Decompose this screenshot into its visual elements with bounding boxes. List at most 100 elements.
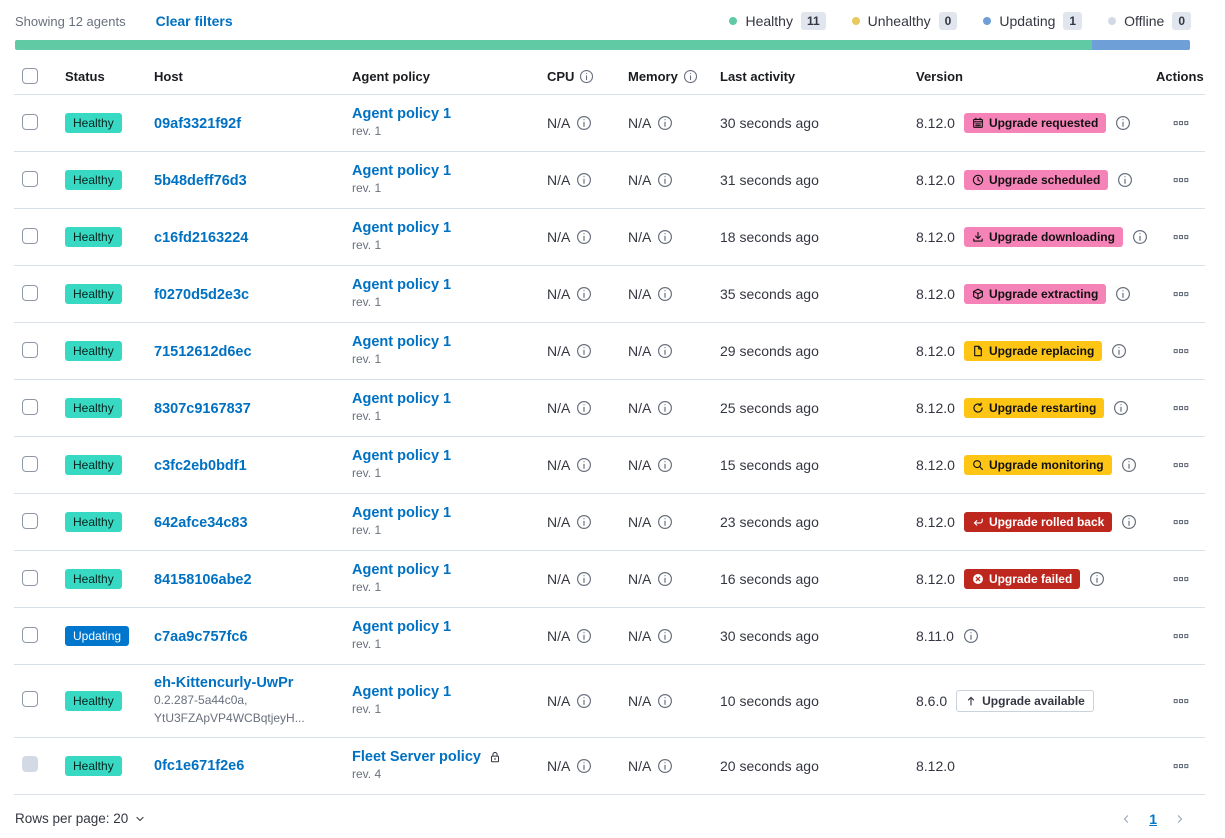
row-actions-button[interactable]	[1171, 284, 1191, 304]
host-link[interactable]: c16fd2163224	[154, 229, 249, 246]
info-icon[interactable]	[1132, 229, 1148, 245]
row-actions-button[interactable]	[1171, 455, 1191, 475]
column-header-status[interactable]: Status	[65, 68, 105, 84]
row-actions-button[interactable]	[1171, 569, 1191, 589]
agent-policy-link[interactable]: Agent policy 1	[352, 105, 452, 122]
row-checkbox[interactable]	[22, 626, 38, 643]
host-link[interactable]: eh-Kittencurly-UwPr	[154, 675, 294, 691]
info-icon[interactable]	[657, 229, 673, 245]
info-icon[interactable]	[1113, 400, 1129, 416]
info-icon[interactable]	[576, 115, 592, 131]
info-icon[interactable]	[576, 514, 592, 530]
info-icon[interactable]	[1115, 286, 1131, 302]
info-icon[interactable]	[657, 400, 673, 416]
row-actions-button[interactable]	[1171, 170, 1191, 190]
info-icon[interactable]	[657, 514, 673, 530]
info-icon[interactable]	[657, 343, 673, 359]
column-header-cpu[interactable]: CPU	[539, 59, 620, 94]
info-icon[interactable]	[576, 628, 592, 644]
row-checkbox[interactable]	[22, 227, 38, 244]
column-header-host[interactable]: Host	[154, 68, 183, 84]
row-actions-button[interactable]	[1171, 113, 1191, 133]
next-page-button[interactable]	[1171, 810, 1189, 828]
info-icon[interactable]	[1121, 514, 1137, 530]
host-link[interactable]: 84158106abe2	[154, 571, 252, 588]
row-checkbox[interactable]	[22, 398, 38, 415]
info-icon[interactable]	[657, 628, 673, 644]
host-link[interactable]: 642afce34c83	[154, 514, 248, 531]
column-header-version[interactable]: Version	[916, 68, 963, 84]
host-link[interactable]: 71512612d6ec	[154, 343, 252, 360]
info-icon[interactable]	[657, 286, 673, 302]
row-checkbox[interactable]	[22, 341, 38, 358]
row-actions-button[interactable]	[1171, 626, 1191, 646]
agent-policy-link[interactable]: Agent policy 1	[352, 561, 452, 578]
host-link[interactable]: 5b48deff76d3	[154, 172, 247, 189]
info-icon[interactable]	[1089, 571, 1105, 587]
rows-per-page-button[interactable]: Rows per page: 20	[15, 811, 147, 826]
row-actions-button[interactable]	[1171, 756, 1191, 776]
info-icon[interactable]	[576, 229, 592, 245]
agent-policy-link[interactable]: Agent policy 1	[352, 504, 452, 521]
agent-policy-link[interactable]: Fleet Server policy	[352, 748, 481, 765]
info-icon[interactable]	[657, 758, 673, 774]
row-actions-button[interactable]	[1171, 398, 1191, 418]
host-link[interactable]: 8307c9167837	[154, 400, 251, 417]
agent-policy-link[interactable]: Agent policy 1	[352, 390, 452, 407]
info-icon[interactable]	[576, 343, 592, 359]
host-link[interactable]: 09af3321f92f	[154, 115, 242, 132]
agent-policy-link[interactable]: Agent policy 1	[352, 333, 452, 350]
row-checkbox[interactable]	[22, 569, 38, 586]
info-icon[interactable]	[1115, 115, 1131, 131]
row-checkbox[interactable]	[22, 170, 38, 187]
info-icon[interactable]	[576, 758, 592, 774]
host-link[interactable]: c3fc2eb0bdf1	[154, 457, 247, 474]
info-icon[interactable]	[657, 172, 673, 188]
info-icon[interactable]	[576, 400, 592, 416]
row-checkbox[interactable]	[22, 455, 38, 472]
agent-policy-link[interactable]: Agent policy 1	[352, 219, 452, 236]
info-icon[interactable]	[657, 693, 673, 709]
row-checkbox[interactable]	[22, 512, 38, 529]
memory-value: N/A	[628, 400, 652, 416]
agent-policy-link[interactable]: Agent policy 1	[352, 162, 452, 179]
agent-policy-link[interactable]: Agent policy 1	[352, 683, 452, 700]
row-checkbox[interactable]	[22, 113, 38, 130]
memory-info-icon[interactable]	[683, 69, 698, 84]
policy-revision: rev. 4	[352, 766, 382, 781]
page-1-button[interactable]: 1	[1149, 810, 1157, 827]
info-icon[interactable]	[576, 172, 592, 188]
column-header-agent-policy[interactable]: Agent policy	[352, 68, 431, 84]
info-icon[interactable]	[576, 286, 592, 302]
row-actions-button[interactable]	[1171, 341, 1191, 361]
agent-health-bar	[15, 40, 1190, 50]
info-icon[interactable]	[1111, 343, 1127, 359]
row-actions-button[interactable]	[1171, 691, 1191, 711]
host-link[interactable]: c7aa9c757fc6	[154, 628, 248, 645]
host-link[interactable]: 0fc1e671f2e6	[154, 758, 245, 775]
info-icon[interactable]	[657, 571, 673, 587]
row-actions-button[interactable]	[1171, 227, 1191, 247]
agent-policy-link[interactable]: Agent policy 1	[352, 276, 452, 293]
info-icon[interactable]	[576, 571, 592, 587]
row-checkbox[interactable]	[22, 691, 38, 708]
previous-page-button[interactable]	[1117, 810, 1135, 828]
info-icon[interactable]	[576, 457, 592, 473]
info-icon[interactable]	[657, 115, 673, 131]
column-header-last-activity[interactable]: Last activity	[720, 68, 796, 84]
host-link[interactable]: f0270d5d2e3c	[154, 286, 250, 303]
agent-policy-link[interactable]: Agent policy 1	[352, 447, 452, 464]
clear-filters-link[interactable]: Clear filters	[155, 13, 233, 29]
agent-policy-link[interactable]: Agent policy 1	[352, 618, 452, 635]
info-icon[interactable]	[1117, 172, 1133, 188]
info-icon[interactable]	[576, 693, 592, 709]
legend-count-badge: 0	[1172, 12, 1191, 30]
cpu-info-icon[interactable]	[579, 69, 594, 84]
row-checkbox[interactable]	[22, 284, 38, 301]
info-icon[interactable]	[1121, 457, 1137, 473]
column-header-memory[interactable]: Memory	[620, 59, 712, 94]
row-actions-button[interactable]	[1171, 512, 1191, 532]
select-all-checkbox[interactable]	[22, 68, 38, 84]
info-icon[interactable]	[963, 628, 979, 644]
info-icon[interactable]	[657, 457, 673, 473]
